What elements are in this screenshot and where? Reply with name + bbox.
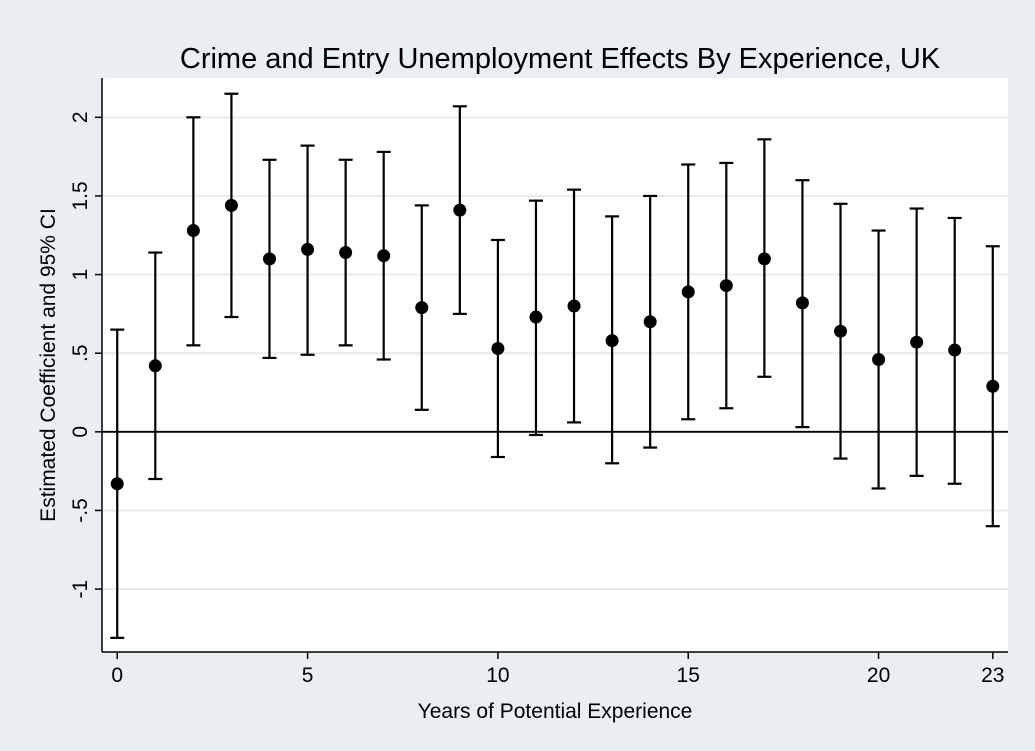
point-7 — [377, 249, 391, 263]
point-16 — [719, 279, 733, 293]
x-tick-label-0: 0 — [111, 664, 123, 687]
point-13 — [605, 334, 619, 348]
point-5 — [301, 242, 315, 256]
y-axis-label: Estimated Coefficient and 95% CI — [37, 208, 60, 522]
point-11 — [529, 310, 543, 324]
x-tick-label-20: 20 — [867, 664, 890, 687]
x-axis-ticks: 0 5 10 15 20 23 — [111, 652, 1004, 687]
y-tick-label-5: 1.5 — [69, 181, 92, 210]
point-8 — [415, 301, 429, 315]
y-tick-label-1: -.5 — [69, 498, 92, 523]
x-tick-label-5: 5 — [302, 664, 314, 687]
point-19 — [834, 324, 848, 338]
point-3 — [224, 198, 238, 212]
point-21 — [910, 335, 924, 349]
x-tick-label-15: 15 — [677, 664, 700, 687]
point-6 — [339, 246, 353, 260]
chart-title: Crime and Entry Unemployment Effects By … — [180, 43, 941, 75]
plot-background — [102, 78, 1008, 652]
point-15 — [681, 285, 695, 299]
point-14 — [643, 315, 657, 329]
point-18 — [795, 296, 809, 310]
point-22 — [948, 343, 962, 357]
y-tick-label-6: 2 — [69, 111, 92, 123]
y-tick-label-0: -1 — [69, 580, 92, 599]
point-17 — [757, 252, 771, 266]
point-4 — [262, 252, 276, 266]
x-tick-label-10: 10 — [486, 664, 509, 687]
point-23 — [986, 379, 1000, 393]
point-12 — [567, 299, 581, 313]
y-tick-label-3: .5 — [69, 344, 92, 362]
point-1 — [148, 359, 162, 373]
y-tick-label-2: 0 — [69, 426, 92, 438]
point-9 — [453, 203, 467, 217]
point-20 — [872, 352, 886, 366]
point-2 — [186, 224, 200, 238]
x-axis-label: Years of Potential Experience — [418, 700, 693, 723]
point-10 — [491, 341, 505, 355]
x-tick-label-23: 23 — [981, 664, 1004, 687]
y-tick-label-4: 1 — [69, 269, 92, 281]
point-estimates — [110, 198, 1000, 491]
y-axis-ticks: -1 -.5 0 .5 1 1.5 2 — [69, 111, 102, 598]
point-0 — [110, 477, 124, 491]
grid-lines — [102, 116, 1008, 591]
